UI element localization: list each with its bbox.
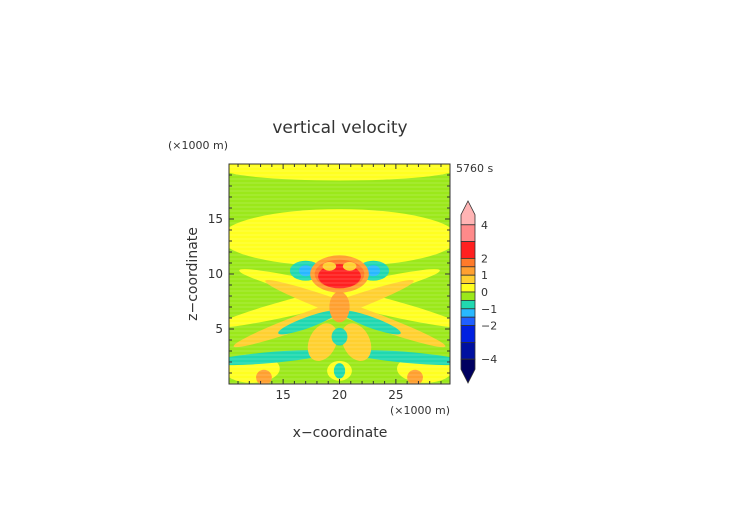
- colorbar-tick-label: 0: [481, 286, 488, 299]
- contour-region-1: [229, 164, 450, 181]
- x-axis-label: x−coordinate: [293, 425, 388, 441]
- x-tick-label: 20: [332, 388, 347, 402]
- contour-region-11: [278, 310, 338, 335]
- colorbar-level: [460, 341, 476, 360]
- x-unit-label: (×1000 m): [390, 404, 450, 417]
- contour-region-16: [329, 291, 350, 323]
- x-tick-label: 25: [388, 388, 403, 402]
- contour-region-15: [331, 327, 348, 346]
- colorbar-labels: 4 2 1 0 −1 −2 −4: [481, 219, 497, 366]
- contour-region-2: [229, 209, 450, 267]
- contour-region-19: [256, 369, 272, 384]
- time-label: 5760 s: [456, 162, 493, 175]
- colorbar-level: [460, 266, 476, 276]
- colorbar-level: [460, 224, 476, 243]
- contour-region-24: [366, 265, 381, 277]
- colorbar-level: [460, 241, 476, 259]
- colorbar-tick-label: 2: [481, 252, 488, 265]
- contour-region-18: [333, 363, 346, 379]
- contour-region-29: [342, 261, 357, 271]
- y-tick-labels: 5 10 15: [208, 212, 223, 336]
- colorbar-level: [460, 299, 476, 310]
- colorbar-level: [460, 200, 476, 226]
- y-tick-label: 10: [208, 267, 223, 281]
- contour-region-14: [341, 323, 372, 362]
- x-tick-label: 15: [275, 388, 290, 402]
- colorbar-tick-label: −4: [481, 353, 497, 366]
- colorbar-tick-label: 1: [481, 269, 488, 282]
- y-unit-label: (×1000 m): [168, 139, 228, 152]
- contour-region-23: [298, 265, 313, 277]
- plot-frame: [228, 163, 451, 385]
- colorbar-level: [460, 257, 476, 268]
- contour-region-9: [229, 350, 329, 366]
- colorbar-level: [460, 308, 476, 318]
- colorbar-level: [460, 316, 476, 327]
- chart-title: vertical velocity: [272, 118, 407, 138]
- contour-region-20: [407, 369, 423, 384]
- colorbar: [460, 200, 476, 384]
- contour-region-10: [350, 350, 450, 366]
- colorbar-tick-label: −2: [481, 320, 497, 333]
- contour-region-28: [322, 261, 337, 271]
- colorbar-level: [460, 358, 476, 384]
- colorbar-level: [460, 283, 476, 293]
- y-axis-label: z−coordinate: [185, 227, 201, 321]
- y-tick-label: 15: [208, 212, 223, 226]
- y-tick-label: 5: [215, 322, 223, 336]
- colorbar-tick-label: 4: [481, 219, 488, 232]
- contour-region-13: [307, 323, 338, 362]
- colorbar-level: [460, 325, 476, 343]
- colorbar-level: [460, 291, 476, 301]
- colorbar-tick-label: −1: [481, 303, 497, 316]
- colorbar-level: [460, 274, 476, 285]
- x-tick-labels: 15 20 25: [275, 388, 403, 402]
- contour-field: [229, 164, 450, 384]
- contour-region-12: [341, 310, 401, 335]
